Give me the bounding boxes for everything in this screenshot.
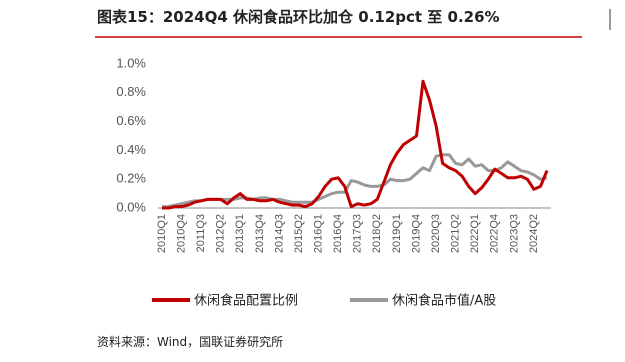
x-tick-label: 2023Q3 [508, 214, 520, 253]
series-line [162, 79, 549, 210]
x-tick-label: 2016Q1 [313, 214, 325, 253]
y-tick-label: 0.0% [116, 199, 146, 214]
x-tick-label: 2016Q4 [332, 214, 344, 253]
x-tick-label: 2019Q4 [410, 214, 422, 253]
series-line [162, 153, 548, 209]
y-tick-label: 0.2% [116, 171, 146, 186]
x-tick-label: 2011Q3 [195, 214, 207, 252]
x-tick-label: 2012Q2 [215, 214, 227, 253]
y-tick-label: 0.8% [116, 84, 146, 99]
y-tick-label: 1.0% [116, 55, 146, 70]
x-tick-label: 2014Q3 [273, 214, 285, 253]
x-tick-label: 2019Q1 [391, 214, 403, 253]
x-tick-label: 2013Q4 [254, 214, 266, 253]
x-tick-label: 2022Q4 [489, 214, 501, 253]
x-tick-label: 2010Q1 [156, 214, 168, 253]
x-tick-label: 2015Q2 [293, 214, 305, 253]
x-tick-label: 2018Q2 [371, 214, 383, 253]
y-tick-label: 0.6% [116, 113, 146, 128]
x-tick-label: 2020Q3 [430, 214, 442, 253]
x-tick-label: 2024Q2 [528, 214, 540, 253]
y-tick-label: 0.4% [116, 142, 146, 157]
legend-label: 休闲食品市值/A股 [392, 293, 496, 309]
legend-label: 休闲食品配置比例 [194, 293, 298, 309]
source: 资料来源：Wind，国联证券研究所 [97, 334, 283, 349]
x-tick-label: 2013Q1 [234, 214, 246, 253]
x-tick-label: 2021Q2 [450, 214, 462, 253]
chart-title: 图表15：2024Q4 休闲食品环比加仓 0.12pct 至 0.26% [97, 8, 500, 26]
x-tick-label: 2022Q1 [469, 214, 481, 253]
x-tick-label: 2017Q3 [352, 214, 364, 253]
x-tick-label: 2010Q4 [175, 214, 187, 253]
